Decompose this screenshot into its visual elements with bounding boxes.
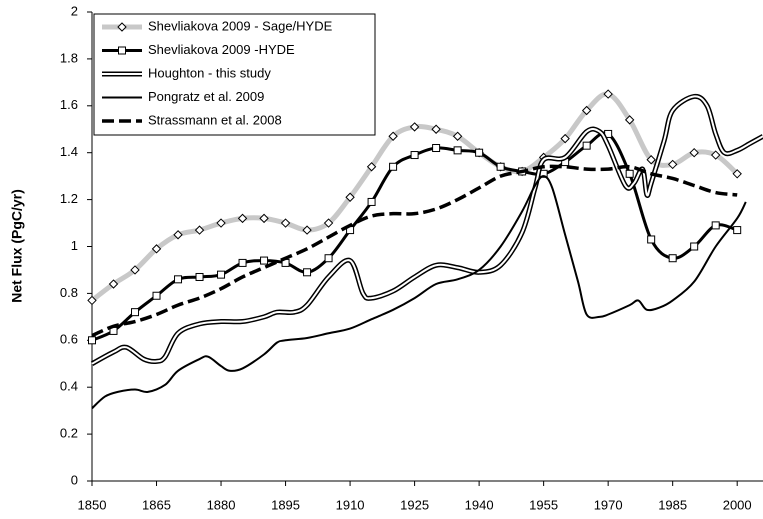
marker: [582, 141, 591, 150]
x-tick-label: 1910: [336, 497, 365, 512]
marker: [195, 272, 204, 281]
marker: [217, 270, 226, 279]
marker: [324, 254, 333, 263]
marker: [667, 159, 678, 170]
marker: [646, 155, 656, 165]
marker: [560, 133, 570, 144]
series: [90, 93, 763, 366]
x-tick-label: 1985: [658, 497, 687, 512]
series-line: [91, 175, 747, 410]
marker: [237, 213, 248, 224]
legend-entry: Houghton - this study: [102, 65, 271, 80]
y-tick-label: 1: [71, 238, 78, 253]
marker: [108, 279, 119, 289]
y-tick-label: 0.8: [60, 285, 78, 300]
marker: [130, 265, 140, 275]
legend-entry: Shevliakova 2009 -HYDE: [102, 42, 295, 57]
series-line: [91, 164, 738, 338]
y-tick-label: 0.2: [60, 426, 78, 441]
marker: [117, 22, 127, 32]
legend-entry: Strassmann et al. 2008: [102, 112, 282, 127]
x-tick-label: 1970: [594, 497, 623, 512]
marker: [88, 336, 96, 345]
marker: [303, 268, 312, 277]
y-tick-label: 0.6: [60, 332, 78, 347]
marker: [496, 162, 505, 171]
series: [87, 89, 742, 306]
marker: [118, 46, 126, 55]
marker: [151, 244, 162, 254]
series-line-center: [91, 95, 763, 365]
x-tick-label: 1895: [271, 497, 300, 512]
marker: [689, 147, 699, 158]
marker: [259, 213, 269, 224]
legend-label: Strassmann et al. 2008: [148, 112, 282, 127]
marker: [367, 197, 376, 206]
legend-entry: Shevliakova 2009 - Sage/HYDE: [102, 18, 333, 33]
x-tick-label: 1850: [78, 497, 107, 512]
series: [88, 129, 742, 345]
marker: [625, 169, 634, 178]
series: [91, 175, 747, 410]
marker: [624, 115, 635, 125]
marker: [323, 218, 334, 228]
y-tick-label: 1.8: [60, 50, 78, 65]
x-tick-label: 2000: [723, 497, 752, 512]
marker: [733, 226, 742, 235]
y-tick-label: 1.4: [60, 144, 78, 159]
marker: [452, 131, 463, 141]
legend-label: Shevliakova 2009 -HYDE: [148, 42, 295, 57]
marker: [711, 221, 720, 230]
marker: [710, 150, 721, 160]
y-tick-label: 2: [71, 3, 78, 18]
marker: [603, 89, 613, 99]
y-tick-label: 0.4: [60, 379, 78, 394]
y-tick-label: 0: [71, 472, 78, 487]
marker: [475, 148, 484, 157]
y-tick-label: 1.2: [60, 191, 78, 206]
series-line: [91, 131, 738, 342]
marker: [453, 146, 462, 155]
marker: [581, 105, 592, 116]
legend-label: Houghton - this study: [148, 65, 271, 80]
marker: [668, 254, 677, 263]
marker: [238, 258, 247, 267]
marker: [194, 225, 205, 235]
legend-entry: Pongratz et al. 2009: [102, 89, 264, 104]
marker: [410, 151, 419, 160]
x-tick-label: 1880: [207, 497, 236, 512]
y-axis-label: Net Flux (PgC/yr): [9, 189, 25, 303]
x-tick-label: 1940: [465, 497, 494, 512]
marker: [389, 162, 398, 171]
x-tick-label: 1925: [400, 497, 429, 512]
marker: [366, 162, 377, 172]
y-tick-label: 1.6: [60, 97, 78, 112]
marker: [431, 124, 441, 134]
marker: [409, 122, 420, 132]
marker: [302, 225, 312, 235]
legend-label: Shevliakova 2009 - Sage/HYDE: [148, 18, 333, 33]
marker: [432, 144, 441, 153]
marker: [152, 291, 161, 300]
marker: [216, 218, 226, 228]
series: [91, 164, 738, 338]
x-tick-label: 1955: [529, 497, 558, 512]
legend-label: Pongratz et al. 2009: [148, 89, 264, 104]
marker: [173, 230, 183, 240]
marker: [690, 242, 699, 251]
marker: [260, 256, 269, 265]
marker: [280, 218, 291, 228]
marker: [87, 295, 97, 306]
marker: [345, 192, 355, 202]
marker: [732, 169, 742, 179]
marker: [131, 308, 140, 317]
marker: [174, 275, 183, 284]
marker: [388, 131, 398, 141]
x-tick-label: 1865: [142, 497, 171, 512]
marker: [647, 235, 656, 244]
